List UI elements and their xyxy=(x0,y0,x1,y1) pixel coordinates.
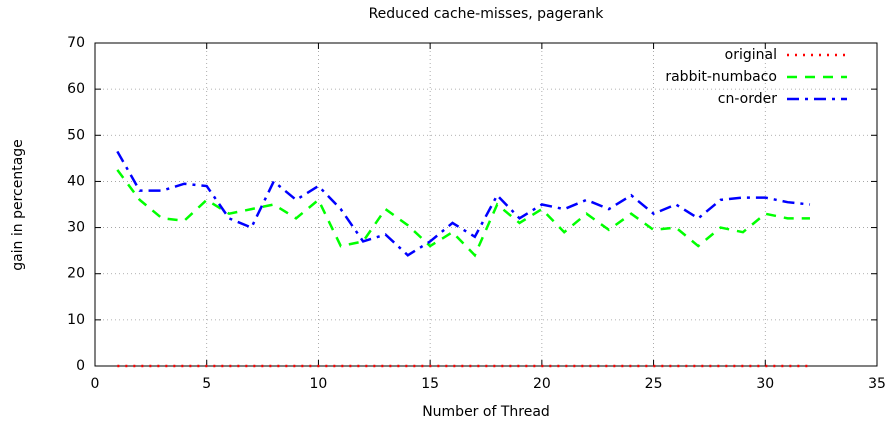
chart-title: Reduced cache-misses, pagerank xyxy=(369,6,605,22)
x-tick-label: 30 xyxy=(756,376,774,392)
x-tick-label: 10 xyxy=(310,376,328,392)
y-axis-label: gain in percentage xyxy=(10,139,26,271)
legend-label: original xyxy=(725,47,777,63)
legend-label: cn-order xyxy=(718,91,777,107)
x-tick-label: 0 xyxy=(91,376,100,392)
x-tick-label: 5 xyxy=(202,376,211,392)
y-tick-label: 40 xyxy=(67,173,85,189)
legend-label: rabbit-numbaco xyxy=(665,69,777,85)
x-tick-label: 15 xyxy=(421,376,439,392)
x-tick-label: 35 xyxy=(868,376,886,392)
y-tick-label: 0 xyxy=(76,358,85,374)
x-tick-label: 20 xyxy=(533,376,551,392)
y-tick-label: 60 xyxy=(67,81,85,97)
x-axis-label: Number of Thread xyxy=(422,404,550,420)
y-tick-label: 70 xyxy=(67,35,85,51)
x-tick-label: 25 xyxy=(645,376,663,392)
y-tick-label: 10 xyxy=(67,312,85,328)
series-line xyxy=(116,169,810,258)
y-tick-label: 50 xyxy=(67,127,85,143)
y-tick-label: 20 xyxy=(67,266,85,282)
y-tick-label: 30 xyxy=(67,220,85,236)
series-line xyxy=(116,150,811,257)
